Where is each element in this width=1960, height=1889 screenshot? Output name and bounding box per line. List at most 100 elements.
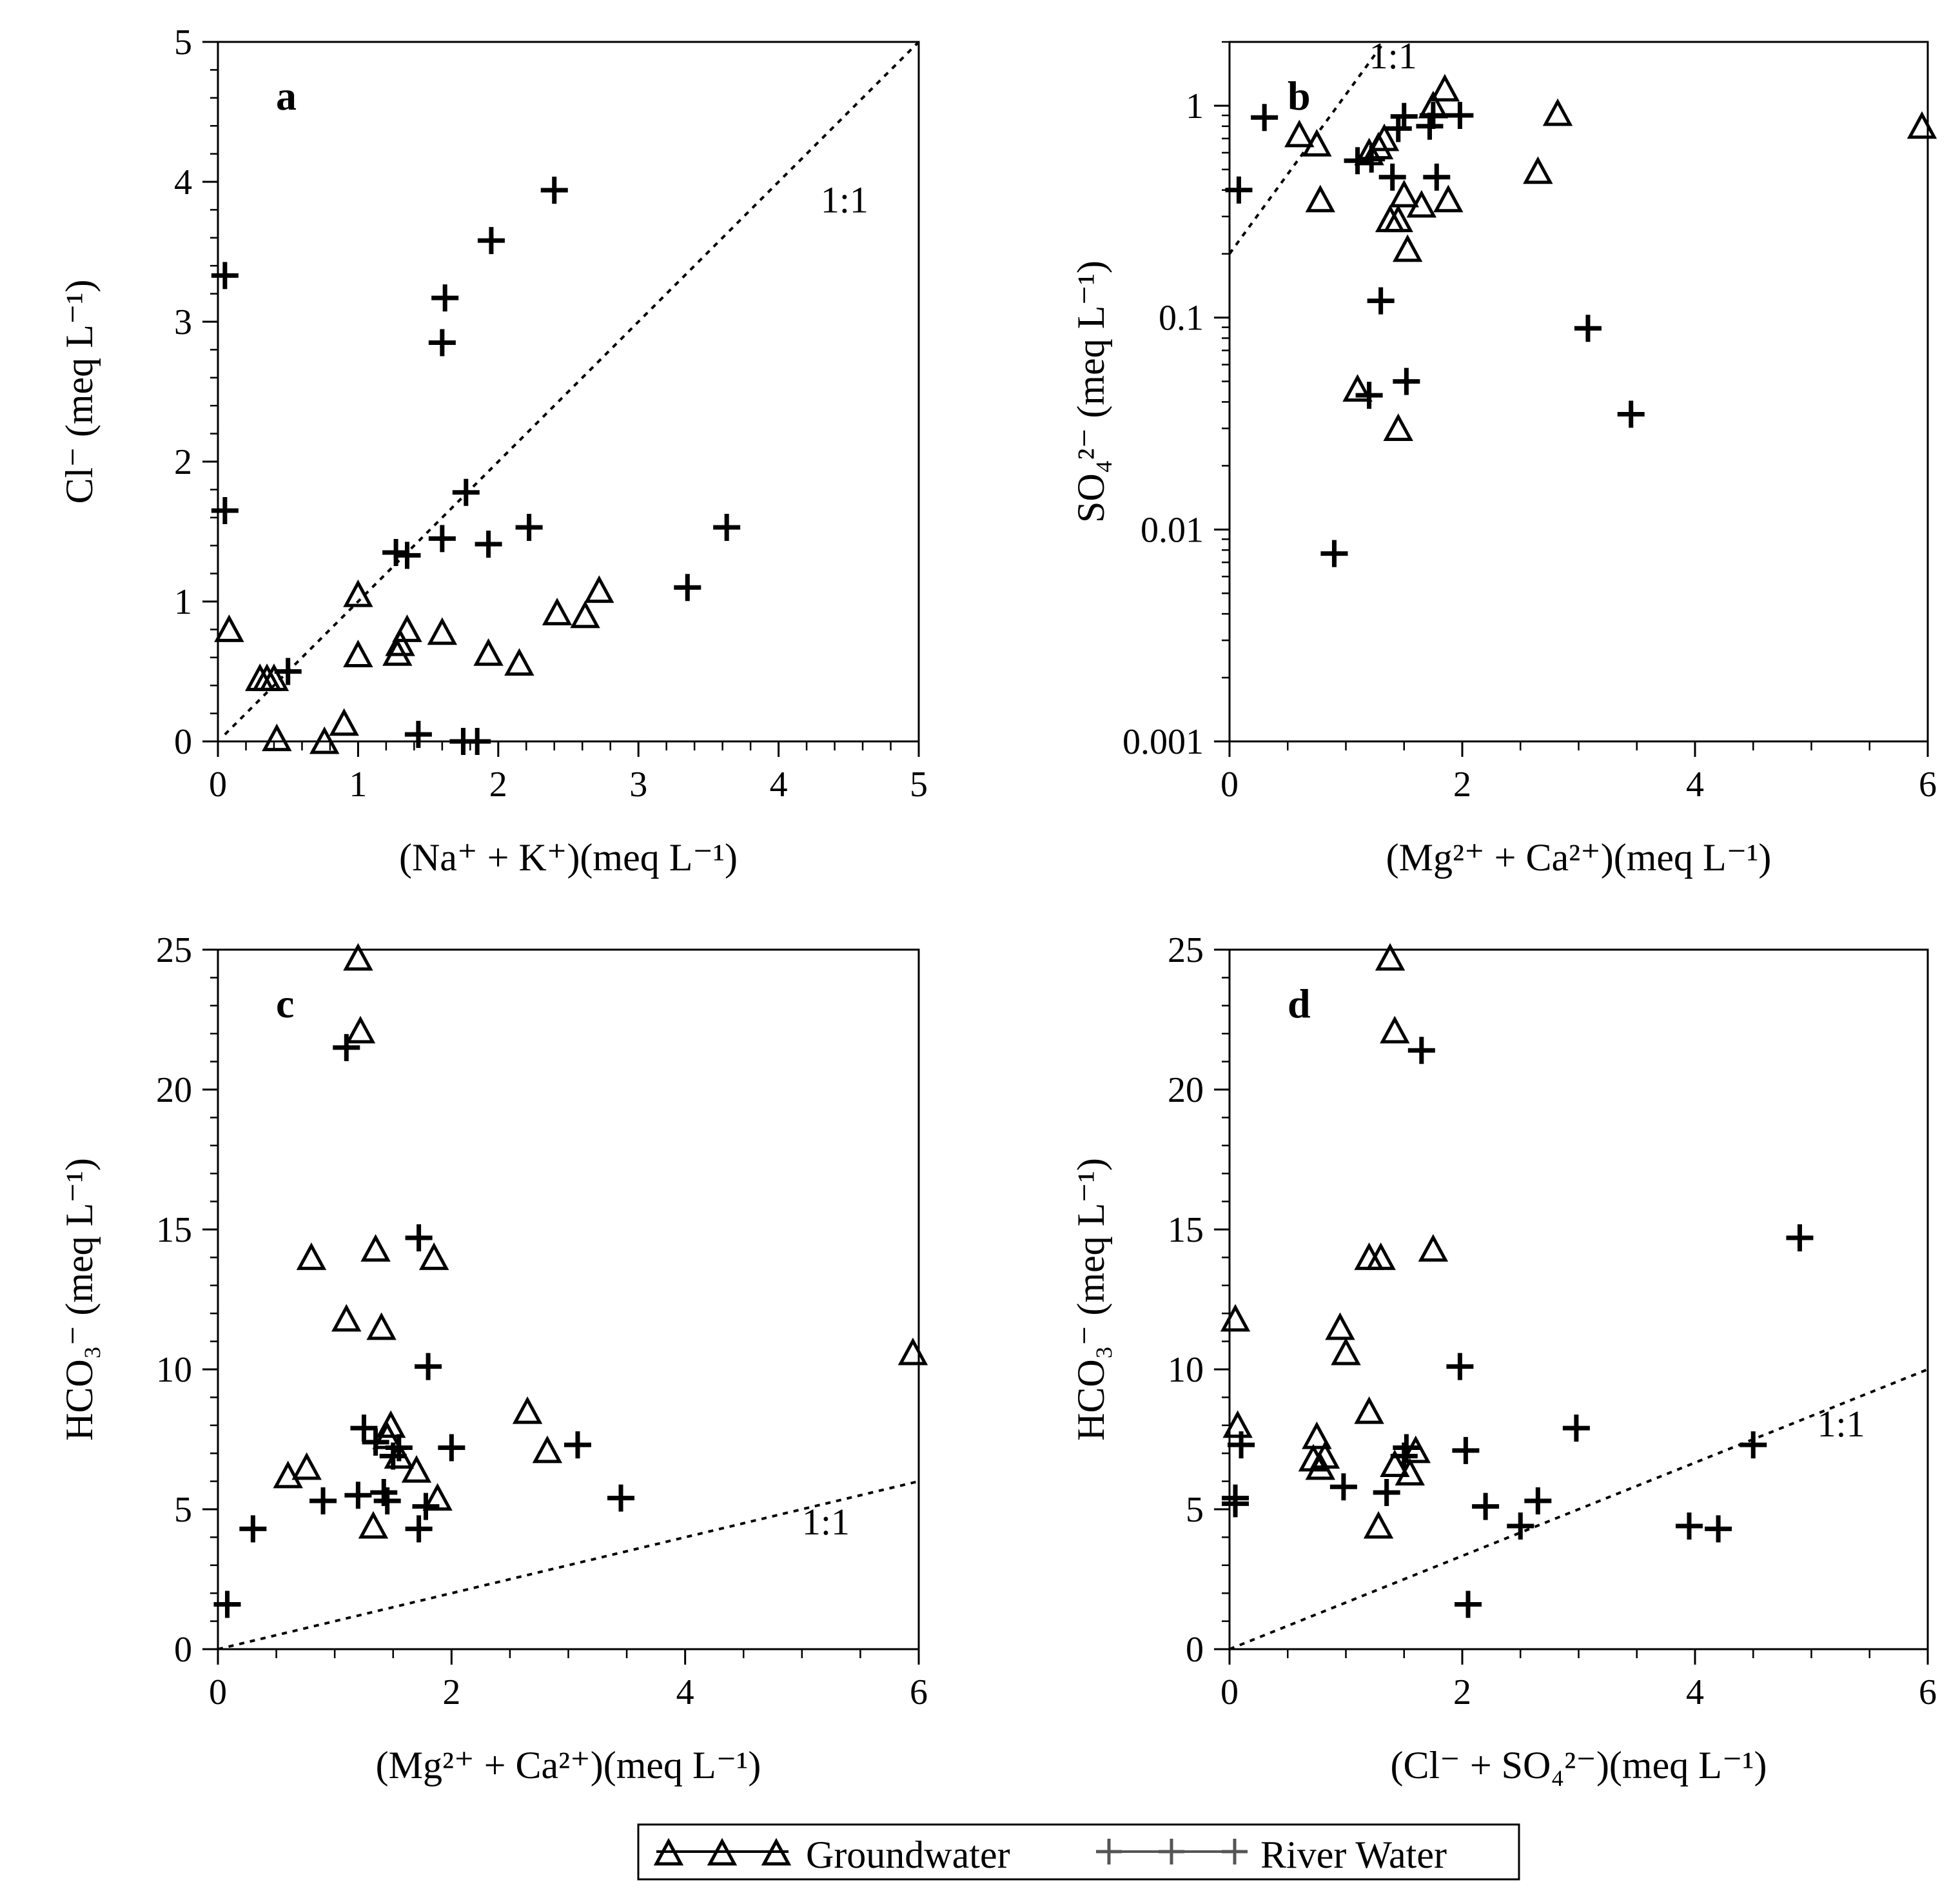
y-tick-label: 15 (156, 1210, 192, 1250)
groundwater-point (401, 1454, 432, 1483)
panel-d: 0 2 4 6 0 5 10 15 20 25 (Cl⁻ + SO₄²⁻)(meq L⁻¹) HCO₃… (1070, 930, 1937, 1786)
groundwater-point (309, 726, 340, 754)
river-water-point (1251, 104, 1279, 132)
x-tick-label: 6 (1919, 1672, 1937, 1712)
x-tick-label: 2 (442, 1672, 460, 1712)
river-water-point (1384, 115, 1412, 142)
x-tick-label: 2 (1453, 765, 1471, 805)
river-water-point (1228, 1431, 1255, 1459)
river-water-point (1617, 400, 1645, 428)
y-tick-label: 3 (174, 302, 192, 342)
river-water-point (1524, 1487, 1552, 1514)
groundwater-point (1284, 119, 1315, 148)
river-water-point (1452, 1436, 1480, 1464)
y-tick-label: 5 (1186, 1490, 1204, 1530)
river-water-point (475, 531, 502, 558)
river-water-point (1320, 540, 1348, 567)
x-tick-label: 4 (1686, 765, 1704, 805)
groundwater-point (542, 598, 573, 625)
groundwater-point (343, 579, 373, 607)
river-water-point (350, 1414, 378, 1442)
panel-letter: a (276, 73, 297, 119)
groundwater-point (259, 663, 289, 691)
groundwater-point (570, 600, 600, 629)
river-water-point (1472, 1493, 1500, 1520)
groundwater-point (1400, 1435, 1431, 1463)
groundwater-point (1331, 1337, 1361, 1365)
x-tick-label: 6 (910, 1672, 928, 1712)
panel-a: 0 1 2 3 4 5 0 1 2 3 4 5 (Na⁺ + K⁺)(meq L⁻¹) Cl⁻ (meq … (58, 23, 928, 879)
legend-groundwater-marker (707, 1837, 738, 1866)
river-water-point (385, 1434, 413, 1462)
groundwater-point (532, 1435, 563, 1463)
groundwater-point (1309, 1441, 1340, 1469)
river-water-point (1419, 101, 1447, 129)
groundwater-point (1363, 1511, 1394, 1539)
plot-frame (217, 948, 920, 1650)
x-tick-label: 0 (209, 765, 227, 805)
river-water-point (239, 1515, 267, 1543)
river-water-point (1446, 1353, 1474, 1380)
groundwater-point (1433, 184, 1464, 213)
y-axis-label: HCO₃⁻ (meq L⁻¹) (1070, 1158, 1112, 1441)
river-water-point (1367, 287, 1395, 315)
river-water-point (540, 177, 568, 204)
river-water-point (213, 1590, 241, 1618)
y-tick-label: 0 (174, 1630, 192, 1670)
river-water-point (1393, 367, 1420, 395)
y-tick-label: 0 (1186, 1630, 1204, 1670)
river-water-point (1407, 1037, 1435, 1064)
river-water-point (1705, 1515, 1732, 1543)
plot-frame (1228, 948, 1929, 1650)
y-axis-label: SO₄²⁻ (meq L⁻¹) (1070, 260, 1112, 523)
x-axis-label: (Mg²⁺ + Ca²⁺)(meq L⁻¹) (1386, 836, 1772, 879)
panel-letter: b (1288, 73, 1311, 119)
groundwater-point (427, 617, 458, 645)
groundwater-point (1395, 1458, 1425, 1486)
y-axis-label: HCO₃⁻ (meq L⁻¹) (58, 1158, 101, 1441)
y-tick-label: 5 (174, 23, 192, 63)
river-water-point (713, 513, 741, 541)
groundwater-point (366, 1312, 397, 1340)
groundwater-point (473, 638, 504, 666)
y-tick-label: 1 (174, 582, 192, 622)
groundwater-point (291, 1452, 322, 1480)
legend-river-marker (1159, 1839, 1184, 1865)
river-water-point (211, 262, 239, 289)
reference-line-1-1 (224, 42, 919, 736)
x-axis-label: (Mg²⁺ + Ca²⁺)(meq L⁻¹) (376, 1744, 761, 1786)
legend: Groundwater River Water (637, 1823, 1520, 1881)
x-tick-label: 3 (629, 765, 647, 805)
y-axis-label: Cl⁻ (meq L⁻¹) (58, 280, 101, 504)
y-tick-label: 20 (156, 1070, 192, 1110)
groundwater-point (1383, 413, 1413, 441)
groundwater-point (1302, 1421, 1332, 1449)
groundwater-point (1375, 943, 1406, 971)
y-tick-label: 4 (174, 162, 192, 202)
legend-river-marker (1222, 1839, 1248, 1865)
river-water-point (515, 513, 543, 541)
legend-groundwater-label: Groundwater (806, 1834, 1010, 1876)
river-water-point (309, 1487, 337, 1514)
groundwater-point (331, 1304, 362, 1332)
x-tick-label: 0 (1220, 1672, 1239, 1712)
groundwater-point (1429, 73, 1460, 102)
y-tick-label: 5 (174, 1490, 192, 1530)
y-tick-label: 15 (1168, 1210, 1204, 1250)
groundwater-point (1305, 184, 1335, 213)
river-water-point (373, 1487, 401, 1514)
y-tick-label: 25 (156, 930, 192, 970)
y-tick-label: 20 (1168, 1070, 1204, 1110)
legend-groundwater-marker (761, 1837, 792, 1866)
river-water-point (1225, 176, 1253, 204)
river-water-point (1390, 103, 1418, 130)
x-tick-label: 4 (1686, 1672, 1704, 1712)
river-water-point (1358, 145, 1386, 173)
groundwater-point (897, 1337, 928, 1365)
groundwater-point (360, 1234, 391, 1262)
groundwater-point (1418, 1234, 1449, 1262)
y-tick-label: 0 (174, 722, 192, 762)
y-tick-label: 25 (1168, 930, 1204, 970)
plot-frame (217, 41, 920, 743)
